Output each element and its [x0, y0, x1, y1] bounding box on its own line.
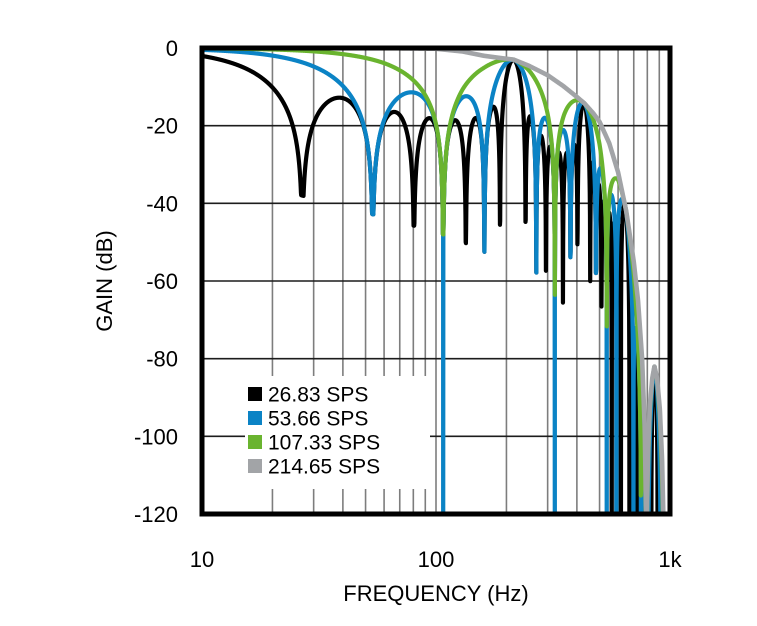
x-tick-label-1k: 1k: [658, 547, 682, 572]
legend-swatch-53-66-sps: [248, 411, 262, 425]
y-tick-label-0: 0: [166, 36, 178, 61]
y-tick-label--60: -60: [146, 269, 178, 294]
legend-label-214-65-sps: 214.65 SPS: [268, 456, 380, 479]
y-axis-label: GAIN (dB): [92, 230, 117, 331]
legend-label-107-33-sps: 107.33 SPS: [268, 432, 380, 455]
legend-swatch-26-83-sps: [248, 387, 262, 401]
y-tick-label--20: -20: [146, 114, 178, 139]
x-axis-label: FREQUENCY (Hz): [343, 581, 528, 606]
legend-background: [245, 376, 430, 489]
x-tick-label-100: 100: [418, 547, 455, 572]
y-tick-label--80: -80: [146, 347, 178, 372]
x-tick-labels: 10 100 1k: [190, 547, 683, 572]
legend-label-53-66-sps: 53.66 SPS: [268, 408, 368, 431]
x-tick-label-10: 10: [190, 547, 214, 572]
legend-swatch-107-33-sps: [248, 435, 262, 449]
legend-swatch-214-65-sps: [248, 459, 262, 473]
legend-label-26-83-sps: 26.83 SPS: [268, 384, 368, 407]
y-tick-label--40: -40: [146, 191, 178, 216]
plot-border: [199, 45, 673, 517]
y-tick-labels: 0 -20 -40 -60 -80 -100 -120: [134, 36, 178, 527]
y-tick-label--120: -120: [134, 502, 178, 527]
y-tick-label--100: -100: [134, 424, 178, 449]
